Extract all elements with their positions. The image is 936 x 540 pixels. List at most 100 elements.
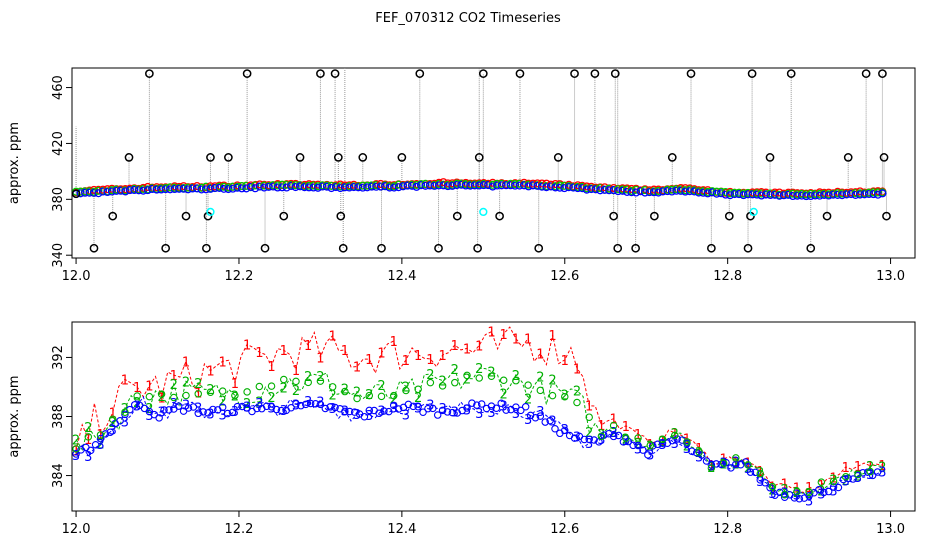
- flagged-point: [474, 153, 484, 162]
- series-3-circle: [859, 468, 867, 477]
- series-3-marker: 3: [84, 450, 92, 465]
- series-3-point: [408, 181, 417, 190]
- series-3-marker: 3: [219, 408, 227, 423]
- series-3-point: [304, 183, 314, 192]
- series-3-point: [605, 186, 614, 195]
- bottom-x-tick-label: 13.0: [876, 522, 905, 537]
- series-3-point: [663, 187, 672, 196]
- series-2-marker: 2: [390, 393, 398, 408]
- series-3-circle: [204, 409, 212, 417]
- series-2-marker: 2: [585, 426, 593, 441]
- series-3-point: [636, 187, 645, 196]
- series-1-marker: 1: [121, 373, 129, 388]
- bottom-panel: 12.0 12.2 12.4 12.6 12.8 13.0 384 388 392 approx.…: [7, 321, 916, 537]
- flagged-point: [553, 153, 563, 162]
- flagged-point: [861, 69, 871, 78]
- series-2-marker: 2: [475, 362, 483, 377]
- series-2-marker: 2: [878, 461, 886, 476]
- series-3-point: [470, 181, 479, 190]
- series-2-circle: [194, 390, 202, 398]
- series-2-circle: [438, 382, 447, 390]
- series-3-point: [640, 188, 650, 197]
- series-3-circle: [443, 408, 452, 416]
- series-2-point: [631, 185, 641, 194]
- series-2-circle: [744, 461, 752, 469]
- series-3-point: [694, 188, 703, 197]
- series-3-circle: [174, 402, 183, 410]
- series-3-point: [358, 183, 367, 192]
- series-2-marker: 2: [524, 392, 532, 407]
- flagged-point: [515, 69, 525, 78]
- flagged-point: [843, 153, 853, 162]
- series-1-marker: 1: [145, 380, 153, 395]
- series-2-marker: 2: [634, 437, 642, 452]
- series-3-circle: [868, 471, 877, 480]
- series-3-point: [107, 187, 116, 196]
- series-3-circle: [160, 406, 168, 414]
- figure-title: FEF_070312 CO2 Timeseries: [375, 11, 561, 26]
- series-3-marker: 3: [292, 398, 300, 413]
- series-2-circle: [206, 388, 215, 396]
- series-2-marker: 2: [829, 474, 837, 489]
- series-3-point: [170, 184, 179, 194]
- series-1-marker: 1: [707, 459, 715, 474]
- series-1-marker: 1: [536, 348, 544, 363]
- series-2-marker: 2: [768, 484, 776, 499]
- series-3-point: [403, 181, 412, 190]
- series-3-point: [806, 191, 815, 201]
- series-3-circle: [492, 404, 501, 412]
- series-1-marker: 1: [84, 433, 92, 448]
- series-3-point: [685, 187, 694, 196]
- series-2-circle: [536, 386, 545, 395]
- series-2-point: [201, 182, 211, 191]
- series-2-marker: 2: [231, 389, 239, 404]
- series-3-circle: [223, 409, 232, 418]
- series-3-circle: [585, 435, 593, 444]
- series-3-circle: [189, 403, 198, 411]
- series-3-point: [860, 190, 869, 199]
- series-3-point: [569, 183, 578, 192]
- series-3-point: [376, 182, 385, 191]
- series-2-circle: [353, 394, 361, 403]
- series-1-marker: 1: [328, 330, 336, 345]
- series-2-circle: [487, 372, 496, 380]
- series-3-marker: 3: [243, 400, 251, 415]
- series-2-marker: 2: [744, 461, 752, 476]
- series-3-point: [609, 186, 618, 195]
- series-3-circle: [86, 446, 95, 455]
- flagged-point: [473, 243, 482, 253]
- series-3-point: [367, 182, 376, 191]
- series-3-circle: [155, 414, 163, 422]
- series-2-circle: [670, 431, 679, 440]
- series-2-marker: 2: [781, 483, 789, 498]
- series-2-point: [560, 181, 569, 190]
- series-3-point: [578, 184, 587, 193]
- series-2-marker: 2: [646, 440, 654, 455]
- series-3-point: [192, 184, 202, 193]
- series-3-circle: [414, 402, 422, 411]
- top-x-tick-label: 12.4: [387, 269, 416, 284]
- series-3-point: [797, 191, 806, 200]
- series-3-point: [658, 187, 667, 196]
- series-3-point: [730, 190, 739, 199]
- series-3-point: [564, 183, 573, 192]
- series-3-circle: [253, 404, 261, 413]
- series-3-circle: [292, 400, 300, 408]
- series-3-point: [542, 183, 551, 192]
- series-3-marker: 3: [500, 400, 508, 415]
- series-3-circle: [321, 404, 330, 413]
- flagged-point: [202, 243, 211, 253]
- series-2-circle: [732, 454, 740, 462]
- series-2-circle: [280, 375, 288, 384]
- series-3-circle: [727, 464, 735, 472]
- series-2-point: [282, 180, 291, 189]
- series-1-marker: 1: [451, 339, 459, 354]
- series-3-circle: [360, 412, 369, 421]
- series-2-circle: [218, 387, 227, 395]
- series-3-circle: [380, 407, 388, 415]
- series-1-marker: 1: [157, 392, 165, 407]
- series-3-circle: [218, 403, 227, 412]
- series-2-circle: [170, 393, 178, 402]
- flagged-point: [279, 211, 289, 221]
- series-3-circle: [424, 404, 432, 413]
